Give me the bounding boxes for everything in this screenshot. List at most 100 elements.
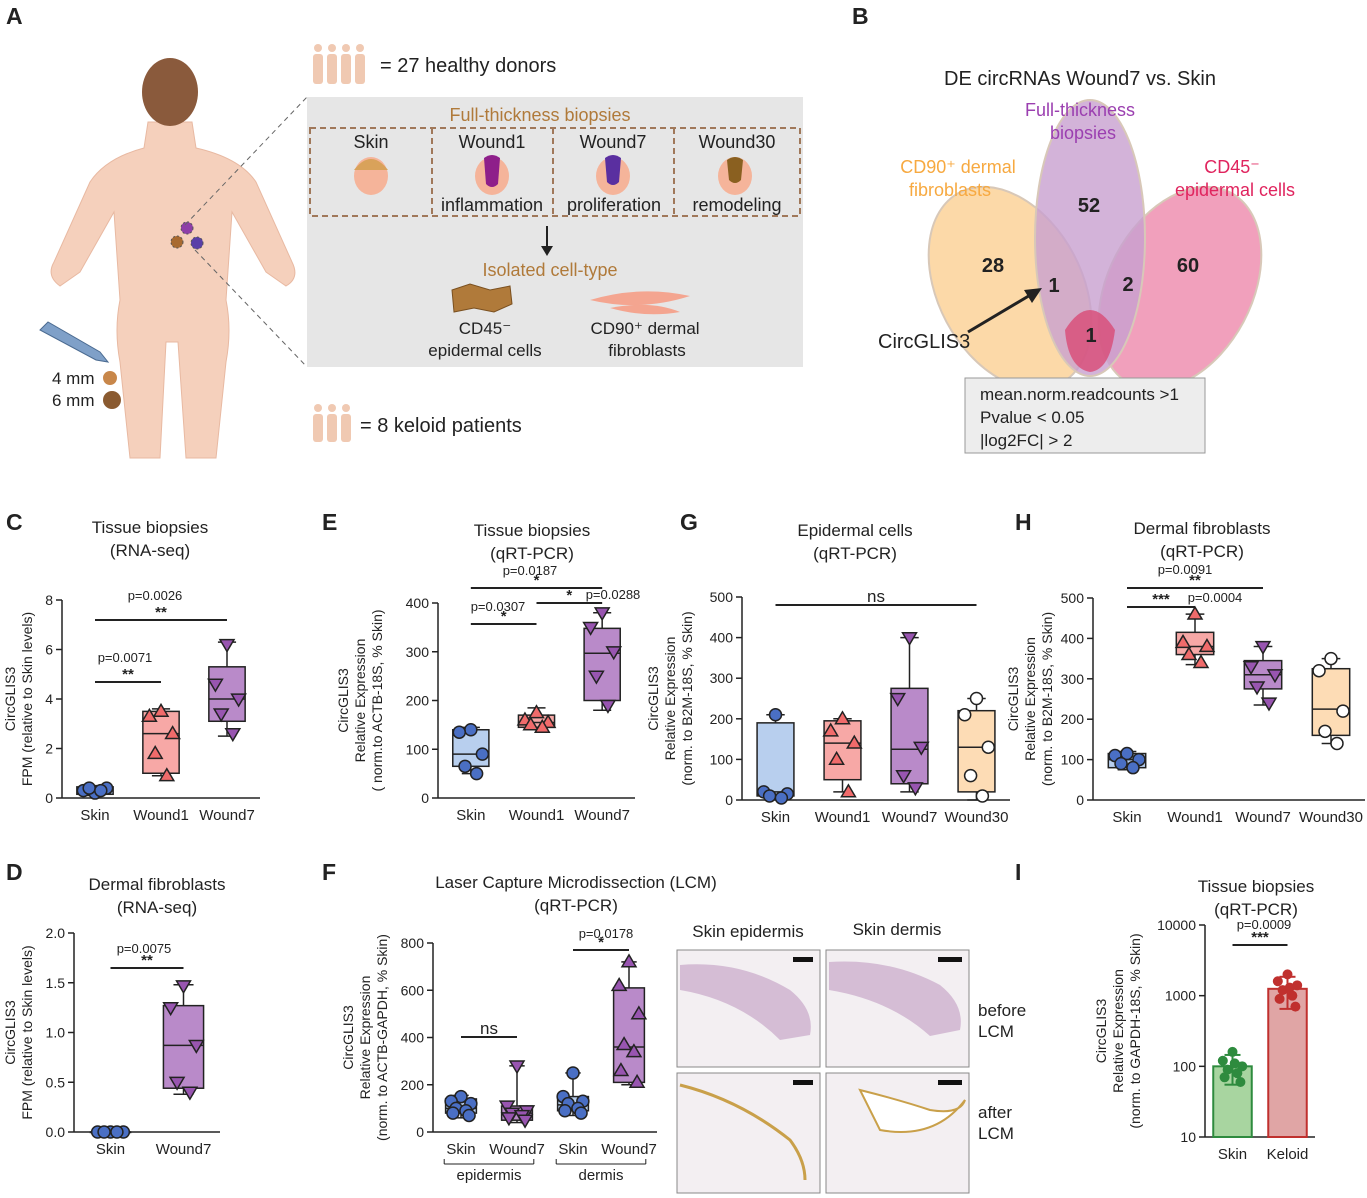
data-point xyxy=(588,670,605,685)
data-point xyxy=(1227,1046,1238,1057)
y-tick-label: 1.0 xyxy=(46,1025,66,1041)
data-point xyxy=(625,1043,643,1058)
significance-stars: ** xyxy=(141,952,153,969)
panel-label: C xyxy=(6,509,23,535)
data-point xyxy=(1284,982,1295,993)
significance-stars: ns xyxy=(867,587,885,606)
data-point xyxy=(188,1039,205,1054)
data-point xyxy=(1222,1064,1233,1075)
data-point xyxy=(207,678,224,693)
micrographs xyxy=(676,949,970,1194)
y-axis-label: Relative Expression xyxy=(352,639,368,763)
data-point xyxy=(628,1073,646,1089)
y-axis-label: Relative Expression xyxy=(1022,637,1038,761)
data-point xyxy=(912,741,930,756)
data-point xyxy=(110,1125,124,1139)
p-value: p=0.0091 xyxy=(1158,562,1213,577)
significance-stars: * xyxy=(566,587,572,604)
punch-size: 4 mm xyxy=(52,369,95,388)
data-point xyxy=(822,722,840,737)
y-axis-label: Relative Expression xyxy=(662,637,678,761)
data-point xyxy=(963,768,978,783)
data-point xyxy=(1114,756,1128,771)
data-point xyxy=(762,789,777,803)
stage-name: remodeling xyxy=(692,195,781,215)
data-point xyxy=(895,769,912,785)
cell-icons xyxy=(451,283,690,315)
data-point xyxy=(957,707,972,722)
data-point xyxy=(907,782,924,797)
chart-title: (RNA-seq) xyxy=(117,898,197,917)
x-tick-label: Wound7 xyxy=(489,1141,545,1158)
image-row-label: LCM xyxy=(978,1022,1014,1041)
y-tick-label: 1.5 xyxy=(46,975,66,991)
data-point xyxy=(1180,646,1198,661)
data-point xyxy=(1254,640,1272,655)
data-point xyxy=(1248,681,1266,696)
data-point xyxy=(162,1001,179,1017)
chart-title: (qRT-PCR) xyxy=(1214,900,1298,919)
panel-label: F xyxy=(322,859,336,885)
biopsies-title: Full-thickness biopsies xyxy=(449,105,630,125)
set-label: CD90⁺ dermal xyxy=(900,157,1016,177)
x-tick-label: Wound7 xyxy=(199,807,255,824)
y-axis-label: Relative Expression xyxy=(357,976,373,1100)
chart-title: Tissue biopsies xyxy=(1198,877,1315,896)
y-tick-label: 8 xyxy=(45,592,53,608)
x-tick-label: Skin xyxy=(558,1141,587,1158)
data-point xyxy=(1282,969,1293,980)
p-value: p=0.0288 xyxy=(586,587,641,602)
data-point xyxy=(901,631,918,647)
significance-stars: * xyxy=(598,934,604,951)
data-point xyxy=(1219,1072,1230,1083)
data-point xyxy=(508,1060,526,1075)
x-tick-label: Wound7 xyxy=(882,809,938,826)
data-point xyxy=(1290,1001,1301,1012)
significance-stars: ** xyxy=(155,604,167,621)
data-point xyxy=(164,725,181,740)
biopsy-icons xyxy=(354,155,752,195)
stage-name: inflammation xyxy=(441,195,543,215)
y-axis-label: FPM (relative to Skin levels) xyxy=(19,612,35,786)
data-point xyxy=(834,710,851,725)
data-point xyxy=(612,1062,630,1077)
x-tick-label: Wound1 xyxy=(815,809,871,826)
data-point xyxy=(458,759,472,774)
x-tick-label: Skin xyxy=(96,1141,125,1158)
chart-title: Tissue biopsies xyxy=(92,518,209,537)
data-point xyxy=(1266,669,1284,684)
significance-stars: * xyxy=(534,572,540,589)
venn xyxy=(927,99,1263,391)
criteria: mean.norm.readcounts >1 xyxy=(980,385,1179,404)
data-point xyxy=(152,702,170,718)
p-value: p=0.0178 xyxy=(579,926,634,941)
y-tick-label: 10 xyxy=(1180,1129,1196,1145)
arrow-head xyxy=(1024,288,1042,303)
p-value: p=0.0075 xyxy=(117,941,172,956)
group-label: dermis xyxy=(578,1167,623,1184)
y-tick-label: 400 xyxy=(1061,630,1085,646)
sample-name: Skin xyxy=(353,132,388,152)
data-point xyxy=(224,728,242,743)
significance-stars: * xyxy=(501,608,507,625)
chart-title: (qRT-PCR) xyxy=(1160,542,1244,561)
data-point xyxy=(181,1086,199,1101)
x-tick-label: Skin xyxy=(456,807,485,824)
sample-name: Wound30 xyxy=(699,132,776,152)
sample-name: Wound1 xyxy=(459,132,526,152)
y-axis-label: CircGLIS3 xyxy=(2,667,18,732)
x-tick-label: Wound1 xyxy=(509,807,565,824)
x-tick-label: Skin xyxy=(80,807,109,824)
data-point xyxy=(516,1114,534,1129)
data-point xyxy=(610,977,628,992)
y-axis-label: (norm. to B2M-18S, % Skin) xyxy=(1039,612,1055,786)
group-label: epidermis xyxy=(456,1167,521,1184)
x-tick-label: Wound1 xyxy=(133,807,189,824)
data-point xyxy=(1235,1077,1246,1088)
data-point xyxy=(533,718,551,733)
y-tick-label: 300 xyxy=(710,670,734,686)
p-value: p=0.0071 xyxy=(98,650,153,665)
data-point xyxy=(141,707,158,722)
cell-type: fibroblasts xyxy=(608,341,685,360)
data-point xyxy=(1274,993,1285,1004)
